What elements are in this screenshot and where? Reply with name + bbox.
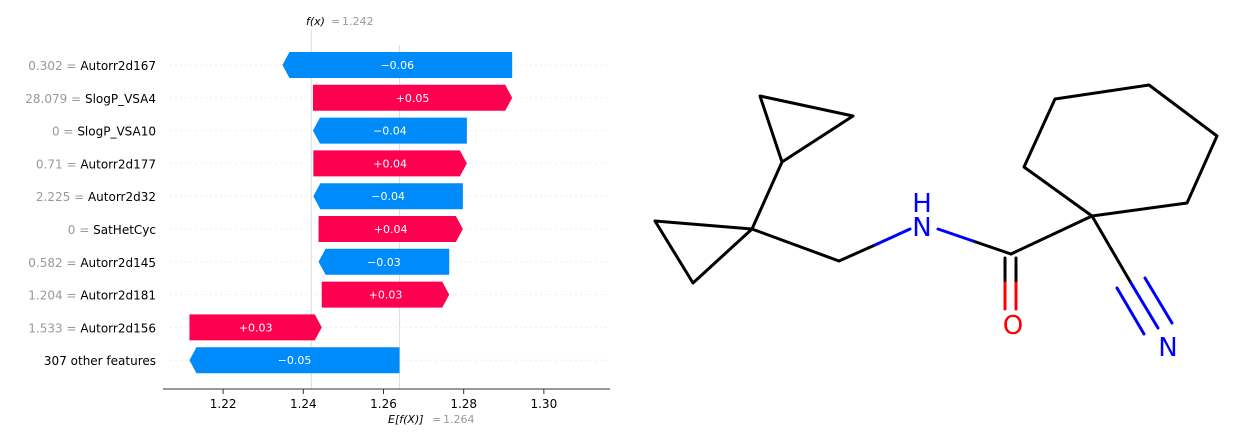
fx-eq: = xyxy=(331,15,340,28)
bond xyxy=(1090,214,1133,285)
feature-label: 0 = SatHetCyc xyxy=(68,223,156,237)
efx-eq: = xyxy=(432,413,441,426)
cyclopropyl-ring-upper xyxy=(758,94,855,164)
bar-value-label: −0.05 xyxy=(278,354,312,367)
bar-value-label: +0.05 xyxy=(396,92,430,105)
atom-label-nh: N xyxy=(912,213,931,243)
bond xyxy=(1129,281,1160,330)
feature-label: 2.225 = Autorr2d32 xyxy=(36,190,156,204)
feature-label: 0.302 = Autorr2d167 xyxy=(28,59,156,73)
shap-waterfall-chart: −0.06 0.302 = Autorr2d167 +0.05 28.079 = Sl… xyxy=(25,15,610,426)
efx-value: 1.264 xyxy=(443,413,475,426)
feature-name: Autorr2d177 xyxy=(80,157,156,171)
bar-value-label: −0.04 xyxy=(371,190,405,203)
feature-name: 307 other features xyxy=(44,354,156,368)
bar-value-label: +0.03 xyxy=(369,289,403,302)
bond xyxy=(750,160,784,231)
efx-label: E[f(X)] xyxy=(388,413,424,426)
bond xyxy=(1009,214,1094,256)
bond xyxy=(837,243,877,263)
feature-value: 0.302 = xyxy=(28,59,80,73)
waterfall-bar xyxy=(189,314,322,341)
feature-label: 0 = SlogP_VSA10 xyxy=(52,125,156,139)
feature-value: 28.079 = xyxy=(25,92,85,106)
feature-value: 1.204 = xyxy=(28,289,80,303)
feature-name: Autorr2d181 xyxy=(80,289,156,303)
feature-name: Autorr2d156 xyxy=(80,321,156,335)
feature-name: SlogP_VSA10 xyxy=(77,125,156,139)
feature-name: Autorr2d32 xyxy=(88,190,156,204)
feature-value: 1.533 = xyxy=(28,321,80,335)
fx-label: f(x) xyxy=(306,15,325,28)
waterfall-bar xyxy=(282,52,513,78)
waterfall-bar xyxy=(312,84,513,111)
cyclohexane-ring xyxy=(1022,83,1219,218)
atom-label-o: O xyxy=(1003,311,1023,341)
feature-value: 0.71 = xyxy=(36,157,80,171)
waterfall-bar xyxy=(321,281,450,308)
feature-label: 0.71 = Autorr2d177 xyxy=(36,157,156,171)
feature-label: 0.582 = Autorr2d145 xyxy=(28,256,156,270)
waterfall-bar xyxy=(313,150,467,177)
feature-label: 307 other features xyxy=(44,354,156,368)
x-tick-label: 1.28 xyxy=(450,397,477,411)
waterfall-bar xyxy=(313,183,463,210)
waterfall-bar xyxy=(318,248,450,275)
waterfall-bar xyxy=(189,347,400,374)
cyclopropyl-ring-lower xyxy=(653,219,754,285)
bond xyxy=(971,239,1013,256)
x-tick-label: 1.22 xyxy=(210,397,237,411)
atom-label-n: N xyxy=(1158,333,1177,363)
feature-name: Autorr2d145 xyxy=(80,256,156,270)
bar-value-label: −0.03 xyxy=(367,256,401,269)
bar-value-label: +0.04 xyxy=(373,157,407,170)
bar-value-label: −0.06 xyxy=(380,59,414,72)
feature-name: SlogP_VSA4 xyxy=(85,92,156,106)
bar-value-label: +0.04 xyxy=(374,223,408,236)
x-tick-label: 1.24 xyxy=(290,397,317,411)
feature-label: 28.079 = SlogP_VSA4 xyxy=(25,92,156,106)
waterfall-bar xyxy=(318,216,463,242)
feature-name: SatHetCyc xyxy=(93,223,156,237)
x-tick-label: 1.30 xyxy=(530,397,557,411)
feature-label: 1.533 = Autorr2d156 xyxy=(28,321,156,335)
fx-value: 1.242 xyxy=(342,15,374,28)
feature-value: 0 = xyxy=(52,125,77,139)
bar-value-label: −0.04 xyxy=(373,125,407,138)
feature-label: 1.204 = Autorr2d181 xyxy=(28,289,156,303)
x-tick-label: 1.26 xyxy=(370,397,397,411)
feature-value: 0 = xyxy=(68,223,93,237)
bond xyxy=(936,227,975,243)
feature-name: Autorr2d167 xyxy=(80,59,156,73)
atom-label-h: H xyxy=(912,189,932,219)
bar-value-label: +0.03 xyxy=(239,321,273,334)
feature-value: 0.582 = xyxy=(28,256,80,270)
molecule-structure: H N O N xyxy=(653,83,1219,363)
bond xyxy=(873,227,912,247)
bond xyxy=(1143,276,1174,325)
bond xyxy=(750,227,841,263)
feature-value: 2.225 = xyxy=(36,190,88,204)
waterfall-bar xyxy=(312,117,467,144)
bond xyxy=(1115,286,1146,336)
